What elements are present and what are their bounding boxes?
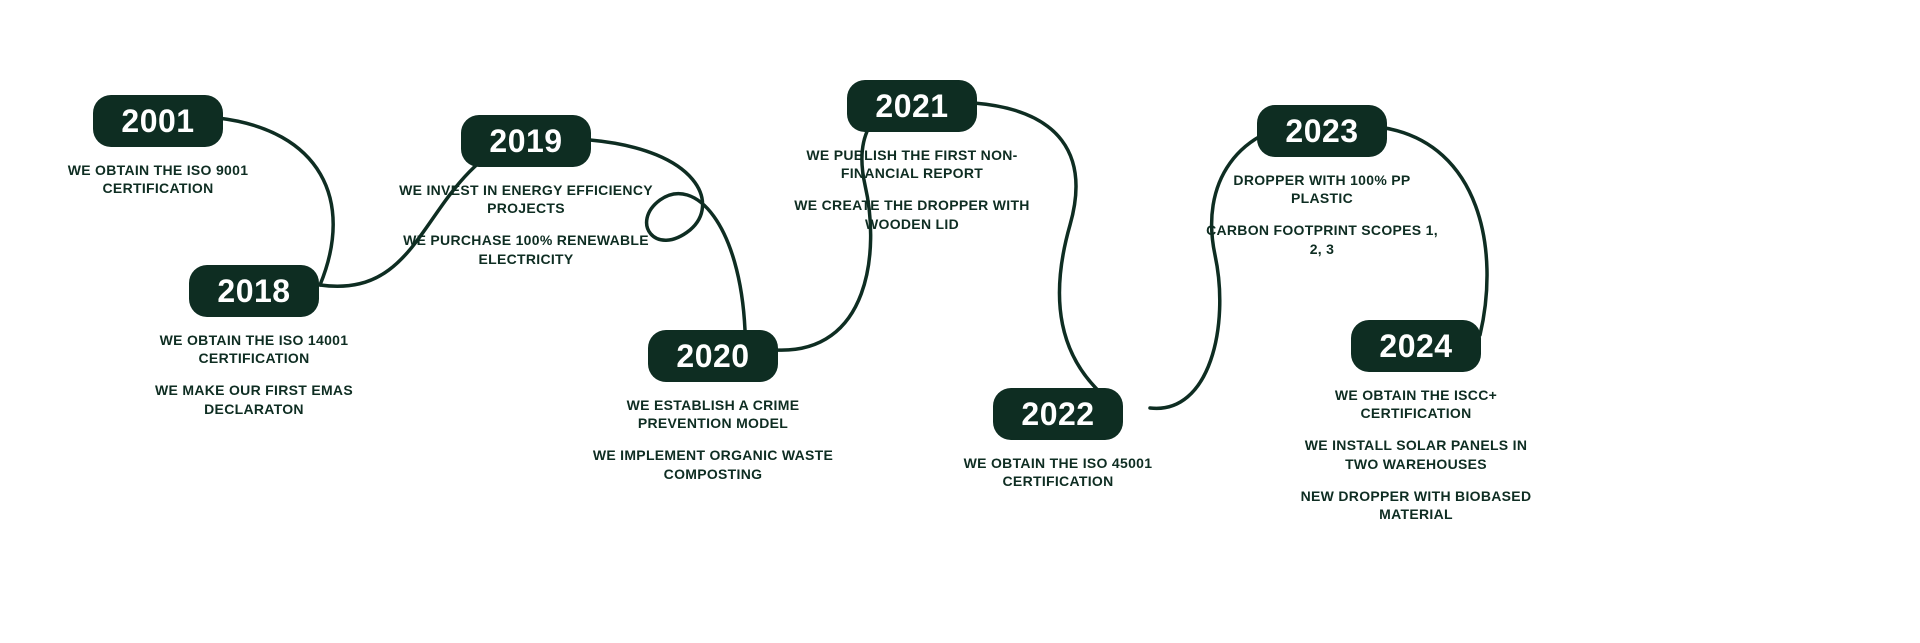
desc-group: WE OBTAIN THE ISCC+ CERTIFICATION WE INST…	[1286, 386, 1546, 523]
desc-text: WE INVEST IN ENERGY EFFICIENCY PROJECTS	[396, 181, 656, 217]
desc-text: WE ESTABLISH A CRIME PREVENTION MODEL	[583, 396, 843, 432]
desc-text: WE IMPLEMENT ORGANIC WASTE COMPOSTING	[583, 446, 843, 482]
timeline-node-y2022: 2022 WE OBTAIN THE ISO 45001 CERTIFICATIO…	[928, 388, 1188, 490]
timeline-node-y2021: 2021 WE PUBLISH THE FIRST NON-FINANCIAL R…	[782, 80, 1042, 233]
desc-text: DROPPER WITH 100% PP PLASTIC	[1202, 171, 1442, 207]
desc-group: WE ESTABLISH A CRIME PREVENTION MODEL WE …	[583, 396, 843, 483]
year-pill: 2022	[993, 388, 1122, 440]
desc-group: WE OBTAIN THE ISO 45001 CERTIFICATION	[928, 454, 1188, 490]
timeline-node-y2023: 2023 DROPPER WITH 100% PP PLASTIC CARBON F…	[1202, 105, 1442, 258]
year-pill: 2018	[189, 265, 318, 317]
desc-text: WE INSTALL SOLAR PANELS IN TWO WAREHOUSE…	[1286, 436, 1546, 472]
desc-text: WE PURCHASE 100% RENEWABLE ELECTRICITY	[396, 231, 656, 267]
timeline-node-y2001: 2001 WE OBTAIN THE ISO 9001 CERTIFICATION	[38, 95, 278, 197]
desc-text: WE OBTAIN THE ISO 14001 CERTIFICATION	[134, 331, 374, 367]
desc-text: WE OBTAIN THE ISCC+ CERTIFICATION	[1286, 386, 1546, 422]
desc-group: WE INVEST IN ENERGY EFFICIENCY PROJECTS W…	[396, 181, 656, 268]
desc-group: WE OBTAIN THE ISO 9001 CERTIFICATION	[38, 161, 278, 197]
timeline-node-y2024: 2024WE OBTAIN THE ISCC+ CERTIFICATIONWE …	[1286, 320, 1546, 523]
timeline-canvas: 2001 WE OBTAIN THE ISO 9001 CERTIFICATION…	[0, 0, 1920, 643]
year-pill: 2020	[648, 330, 777, 382]
desc-text: WE OBTAIN THE ISO 9001 CERTIFICATION	[38, 161, 278, 197]
desc-group: WE PUBLISH THE FIRST NON-FINANCIAL REPOR…	[782, 146, 1042, 233]
desc-text: WE CREATE THE DROPPER WITH WOODEN LID	[782, 196, 1042, 232]
desc-group: DROPPER WITH 100% PP PLASTIC CARBON FOOTP…	[1202, 171, 1442, 258]
year-pill: 2021	[847, 80, 976, 132]
year-pill: 2001	[93, 95, 222, 147]
year-pill: 2023	[1257, 105, 1386, 157]
timeline-node-y2018: 2018 WE OBTAIN THE ISO 14001 CERTIFICATIO…	[134, 265, 374, 418]
desc-text: WE MAKE OUR FIRST EMAS DECLARATON	[134, 381, 374, 417]
year-pill: 2019	[461, 115, 590, 167]
desc-text: NEW DROPPER WITH BIOBASED MATERIAL	[1286, 487, 1546, 523]
year-pill: 2024	[1351, 320, 1480, 372]
desc-text: WE OBTAIN THE ISO 45001 CERTIFICATION	[928, 454, 1188, 490]
desc-group: WE OBTAIN THE ISO 14001 CERTIFICATION WE …	[134, 331, 374, 418]
desc-text: CARBON FOOTPRINT SCOPES 1, 2, 3	[1202, 221, 1442, 257]
timeline-node-y2019: 2019 WE INVEST IN ENERGY EFFICIENCY PROJE…	[396, 115, 656, 268]
timeline-node-y2020: 2020 WE ESTABLISH A CRIME PREVENTION MODE…	[583, 330, 843, 483]
desc-text: WE PUBLISH THE FIRST NON-FINANCIAL REPOR…	[782, 146, 1042, 182]
